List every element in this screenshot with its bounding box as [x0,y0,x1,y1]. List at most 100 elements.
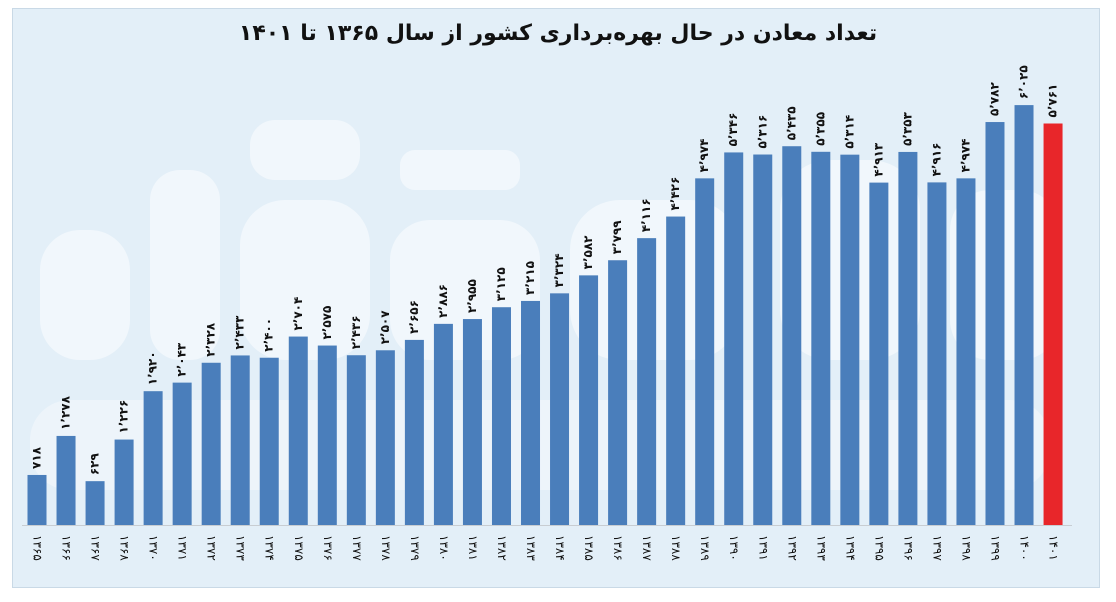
data-label: ۲٬۰۴۳ [175,342,189,377]
bar [753,154,773,525]
x-tick-label: ۱۳۶۶ [60,535,74,561]
x-tick-label: ۱۳۷۱ [176,535,190,561]
bar [230,355,250,525]
data-label: ۵٬۳۵۳ [900,111,914,146]
data-label: ۶٬۰۲۵ [1017,65,1031,99]
bar [608,260,628,525]
x-tick-label: ۱۳۹۴ [843,535,857,561]
bar [550,293,570,525]
bar [521,300,541,525]
bar [288,336,308,525]
data-label: ۲٬۹۵۵ [465,279,479,313]
data-label: ۵٬۳۱۴ [842,115,856,149]
x-tick-label: ۱۳۷۷ [350,535,364,561]
bar [404,339,424,525]
x-tick-label: ۱۳۷۶ [321,535,335,561]
x-tick-label: ۱۳۷۸ [379,535,393,561]
bar [114,439,134,525]
data-label: ۴٬۹۷۴ [958,138,972,172]
bar [898,151,918,525]
data-label: ۳٬۳۲۴ [552,253,566,287]
bar [172,382,192,525]
bar [666,216,686,525]
data-label: ۵٬۴۳۵ [784,106,798,140]
x-tick-label: ۱۳۸۶ [611,535,625,561]
x-tick-label: ۱۳۹۲ [785,535,799,561]
data-label: ۳٬۲۱۵ [523,261,537,295]
x-tick-label: ۱۳۸۳ [524,535,538,561]
bar [143,391,163,525]
bar [27,474,47,525]
x-tick-label: ۱۳۸۰ [437,535,451,561]
bar [259,357,279,525]
x-tick-label: ۱۳۷۲ [205,535,219,561]
x-tick-label: ۱۳۷۹ [408,535,422,561]
data-label: ۱٬۲۷۸ [59,395,73,430]
data-label: ۵٬۳۱۶ [755,115,769,149]
data-label: ۴٬۱۱۶ [639,198,653,232]
x-tick-label: ۱۳۹۶ [901,535,915,561]
x-tick-label: ۱۳۷۵ [292,535,306,561]
data-label: ۳٬۵۸۲ [581,235,595,270]
bar [724,152,744,525]
bar [869,182,889,526]
x-tick-label: ۱۳۹۹ [988,535,1002,561]
data-label: ۶۲۹ [88,453,102,476]
bar [317,345,337,525]
data-label: ۴٬۴۲۶ [668,177,682,211]
bar [433,323,453,525]
x-tick-label: ۱۳۸۵ [582,535,596,561]
bar [56,435,76,525]
data-label: ۵٬۷۶۱ [1046,84,1060,118]
data-label: ۵٬۳۵۵ [813,112,827,146]
data-label: ۳٬۷۹۹ [610,220,624,255]
x-tick-label: ۱۳۹۳ [814,535,828,561]
data-label: ۲٬۵۷۵ [320,306,334,340]
bar [201,362,221,525]
bar [85,481,105,525]
x-tick-label: ۱۳۹۵ [872,535,886,561]
x-tick-label: ۱۳۸۱ [466,535,480,561]
bar [491,307,511,525]
x-tick-label: ۱۳۷۳ [234,535,248,561]
x-tick-label: ۱۳۸۷ [640,535,654,561]
data-label: ۲٬۳۲۸ [204,322,218,357]
data-label: ۲٬۴۳۶ [349,315,363,349]
x-tick-label: ۱۳۸۲ [495,535,509,561]
bar [985,122,1005,526]
chart-title: تعداد معادن در حال بهره‌برداری کشور از س… [238,21,878,46]
bar [1043,123,1063,525]
data-label: ۲٬۸۸۶ [436,284,450,318]
x-tick-label: ۱۳۶۵ [31,535,45,561]
bar [811,151,831,525]
bar [927,182,947,525]
data-label: ۲٬۵۰۷ [378,310,392,345]
x-tick-label: ۱۳۸۸ [669,535,683,561]
data-label: ۲٬۶۵۶ [407,300,421,334]
x-tick-label: ۱۳۹۷ [930,535,944,561]
x-tick-label: ۱۳۶۷ [89,535,103,561]
data-label: ۲٬۴۳۳ [233,315,247,350]
bar [840,154,860,525]
data-label: ۳٬۱۲۵ [494,267,508,301]
data-label: ۱٬۹۲۰ [146,351,160,385]
data-label: ۲٬۷۰۴ [291,297,305,331]
x-tick-label: ۱۳۹۸ [959,535,973,561]
bar [637,238,657,525]
bar [1014,105,1034,525]
bar [375,350,395,525]
data-label: ۴٬۹۱۶ [929,143,943,177]
bar [782,146,802,526]
x-tick-label: ۱۳۷۴ [263,535,277,561]
bar [579,275,599,525]
bar [956,178,976,525]
x-tick-label: ۱۳۶۸ [118,535,132,561]
data-label: ۴٬۹۱۳ [871,142,885,177]
data-label: ۲٬۴۰۰ [262,318,276,352]
data-label: ۷۱۸ [30,446,44,469]
x-tick-label: ۱۴۰۰ [1018,535,1032,561]
bar [462,319,482,525]
data-label: ۵٬۳۴۶ [726,113,740,147]
data-label: ۵٬۷۸۲ [987,82,1001,117]
